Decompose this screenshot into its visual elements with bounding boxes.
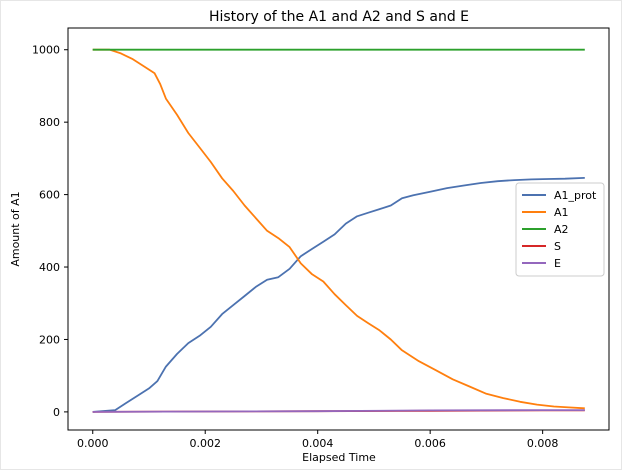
series-line-a1: [92, 48, 585, 410]
legend-label: A2: [554, 223, 569, 236]
y-tick-label: 1000: [32, 44, 60, 57]
chart-title: History of the A1 and A2 and S and E: [209, 9, 469, 25]
y-tick-label: 600: [39, 189, 60, 202]
ticks-layer: 0.000 0.002 0.004 0.006 0.008 0 200 400 600 800 10…: [32, 44, 558, 450]
x-axis-label: Elapsed Time: [302, 451, 376, 464]
y-tick-label: 0: [53, 406, 60, 419]
x-tick-label: 0.008: [527, 437, 559, 450]
x-tick-label: 0.002: [189, 437, 221, 450]
y-tick-label: 400: [39, 261, 60, 274]
y-axis-label: Amount of A1: [9, 191, 22, 266]
series-layer: [92, 48, 585, 413]
x-tick-label: 0.000: [77, 437, 109, 450]
x-tick-label: 0.006: [414, 437, 446, 450]
x-tick-label: 0.004: [302, 437, 334, 450]
plot-frame: [67, 27, 610, 431]
legend-label: A1_prot: [554, 189, 597, 202]
y-tick-label: 200: [39, 333, 60, 346]
legend-label: S: [554, 240, 561, 253]
series-line-e: [92, 409, 585, 413]
series-line-a1-prot: [92, 177, 585, 413]
legend: A1_prot A1 A2 SE: [515, 182, 605, 277]
legend-box: [515, 182, 605, 277]
legend-label: A1: [554, 206, 569, 219]
y-tick-label: 800: [39, 116, 60, 129]
legend-label: E: [554, 257, 561, 270]
